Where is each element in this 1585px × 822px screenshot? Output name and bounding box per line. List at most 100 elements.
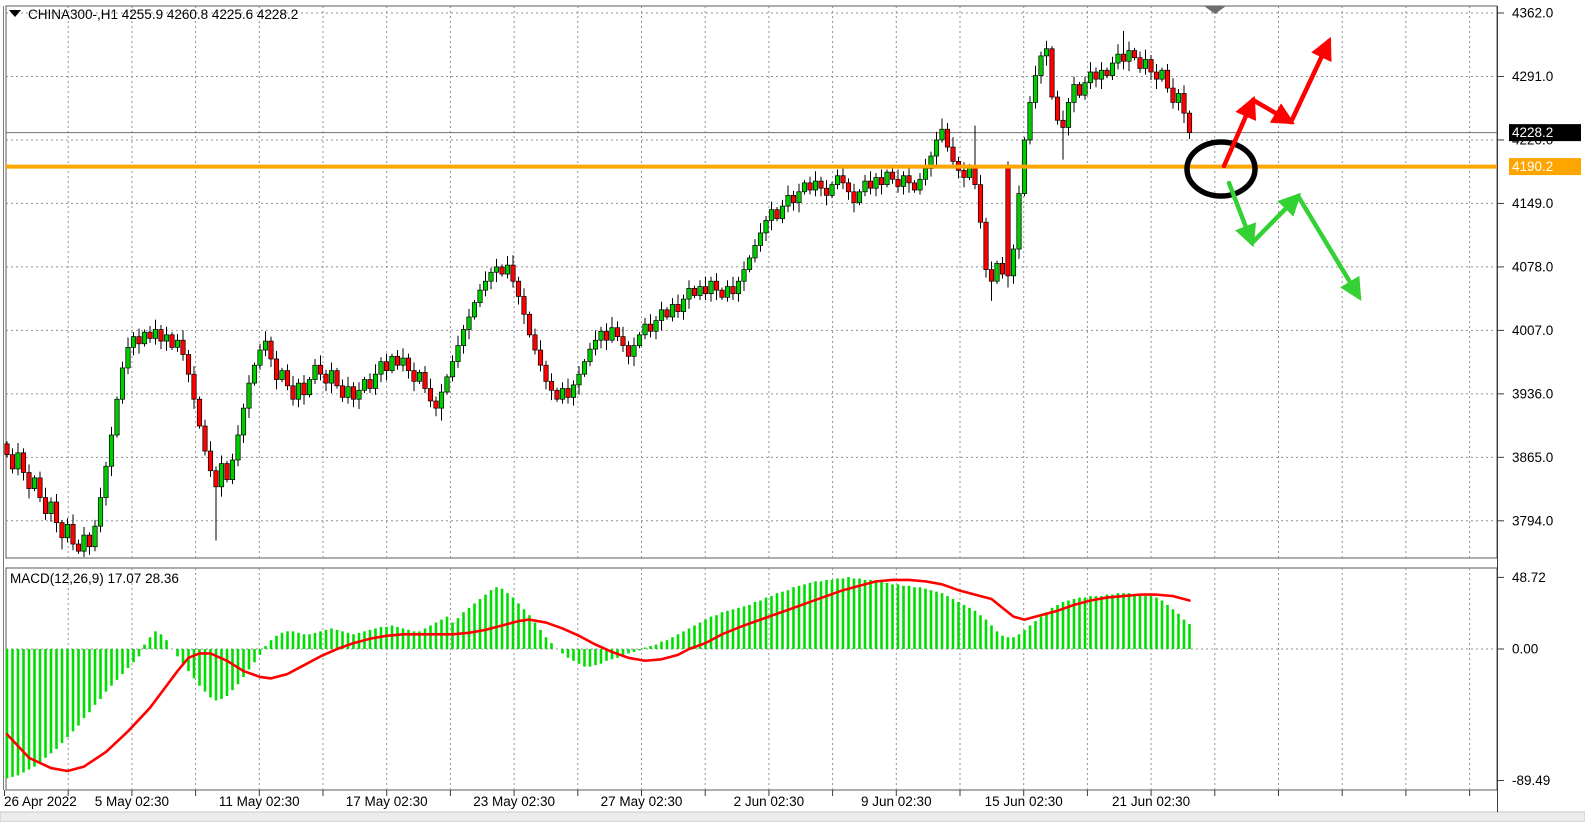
candle-bearish — [1170, 87, 1176, 103]
candle-bullish — [449, 361, 456, 378]
candle-bearish — [37, 477, 43, 498]
candle-bullish — [939, 128, 945, 141]
candle-bearish — [554, 389, 560, 400]
price-axis-label: 3794.0 — [1512, 513, 1553, 528]
grid-layer — [6, 6, 1497, 790]
time-axis-label: 17 May 02:30 — [346, 794, 428, 809]
candle-bullish — [455, 345, 461, 363]
candle-bullish — [746, 257, 753, 270]
candle-bearish — [169, 334, 175, 348]
statusbar-strip — [0, 811, 1585, 822]
candle-bearish — [405, 357, 412, 371]
candle-bullish — [400, 357, 406, 366]
candle-bearish — [1104, 69, 1110, 76]
candle-bullish — [576, 373, 582, 386]
candle-bullish — [741, 269, 747, 282]
candle-bearish — [4, 443, 10, 455]
candle-bearish — [59, 522, 65, 539]
candle-bullish — [708, 280, 714, 295]
candle-bullish — [1109, 62, 1116, 76]
candle-bullish — [658, 309, 665, 321]
candle-bearish — [268, 340, 274, 360]
candle-bullish — [598, 330, 604, 341]
candle-bullish — [218, 463, 225, 488]
candle-bullish — [801, 182, 808, 193]
symbol-dropdown-icon[interactable] — [9, 10, 21, 17]
price-axis-label: 3865.0 — [1512, 450, 1553, 465]
candle-bearish — [394, 355, 401, 366]
candle-bullish — [1115, 53, 1121, 64]
candle-bearish — [521, 296, 527, 315]
candle-bearish — [1137, 57, 1143, 69]
candle-bullish — [1098, 69, 1105, 80]
candle-bearish — [719, 289, 725, 298]
candle-bearish — [988, 269, 995, 282]
price-panel[interactable] — [5, 5, 1498, 559]
candle-bearish — [961, 169, 967, 178]
candle-bullish — [1038, 55, 1044, 76]
annotation-layer[interactable] — [1184, 36, 1362, 301]
candle-bullish — [130, 336, 137, 348]
candle-bearish — [906, 175, 912, 184]
macd-panel[interactable] — [5, 567, 1498, 791]
candle-bullish — [653, 320, 659, 332]
candle-bearish — [383, 361, 390, 371]
candle-bullish — [257, 349, 263, 366]
bullish-scenario-arrow[interactable] — [1288, 36, 1332, 125]
price-axis-label: 3936.0 — [1512, 386, 1553, 401]
candle-bullish — [856, 191, 863, 203]
candle-bearish — [532, 334, 538, 351]
bearish-scenario-arrow[interactable] — [1226, 180, 1257, 248]
candle-bearish — [537, 349, 544, 366]
candle-bullish — [1142, 59, 1149, 69]
bearish-scenario-arrow[interactable] — [1249, 192, 1302, 246]
candle-bullish — [873, 177, 879, 189]
candle-bullish — [361, 379, 368, 391]
candle-bullish — [779, 205, 786, 219]
candle-bullish — [262, 340, 269, 351]
candle-bearish — [664, 309, 670, 318]
bullish-scenario-arrow[interactable] — [1221, 95, 1257, 169]
highlight-ellipse[interactable] — [1184, 139, 1258, 199]
candle-bearish — [1076, 84, 1083, 96]
candle-bullish — [752, 245, 758, 259]
candle-bearish — [895, 178, 901, 187]
candle-bullish — [587, 348, 593, 363]
candle-bearish — [196, 398, 203, 427]
candle-bearish — [1005, 166, 1011, 277]
candle-bearish — [20, 452, 27, 473]
candle-bearish — [317, 364, 324, 375]
candle-bullish — [174, 339, 181, 348]
candle-bullish — [1082, 82, 1088, 96]
time-axis-label: 2 Jun 02:30 — [734, 794, 805, 809]
bullish-scenario-arrow[interactable] — [1250, 97, 1295, 125]
candle-bearish — [807, 182, 813, 191]
candle-bullish — [163, 334, 170, 342]
candle-bullish — [785, 195, 791, 207]
candle-bullish — [92, 525, 98, 548]
candle-bearish — [1049, 48, 1055, 98]
candle-bearish — [284, 370, 291, 387]
bearish-scenario-arrow[interactable] — [1295, 193, 1362, 301]
candle-bearish — [543, 364, 549, 382]
candle-bearish — [510, 264, 516, 282]
candle-bullish — [812, 180, 819, 191]
candle-bullish — [141, 331, 148, 345]
candle-bullish — [482, 280, 489, 291]
candle-bearish — [427, 388, 434, 402]
candle-bearish — [818, 180, 824, 189]
candle-bullish — [372, 373, 379, 389]
candle-bearish — [999, 262, 1006, 275]
candle-bullish — [1016, 193, 1022, 250]
candle-bearish — [840, 175, 846, 184]
candle-bearish — [411, 370, 417, 382]
candle-bearish — [774, 209, 780, 219]
candle-bullish — [917, 178, 923, 191]
candle-bearish — [1120, 53, 1127, 62]
candle-bearish — [422, 372, 428, 389]
chart-shift-marker-icon[interactable] — [1204, 6, 1226, 14]
candle-bearish — [86, 534, 93, 548]
candle-bearish — [944, 128, 951, 148]
candle-bullish — [1175, 93, 1182, 103]
